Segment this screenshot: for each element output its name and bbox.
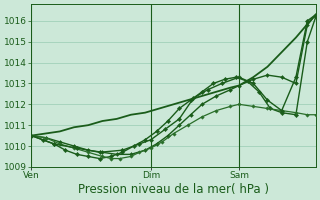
X-axis label: Pression niveau de la mer( hPa ): Pression niveau de la mer( hPa ): [78, 183, 269, 196]
